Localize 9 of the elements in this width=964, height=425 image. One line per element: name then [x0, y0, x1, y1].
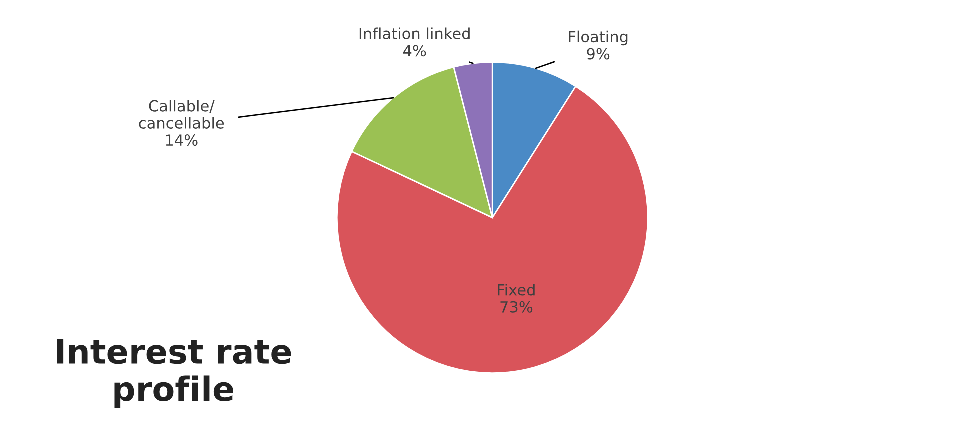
slice-label: Callable/ cancellable	[139, 100, 224, 129]
text: Interest rate profile	[57, 339, 292, 408]
slice-label: Floating	[569, 30, 628, 46]
data-label: 9%	[587, 48, 610, 60]
slice-label: Fixed	[498, 284, 535, 296]
data-label: 4%	[403, 45, 426, 57]
data-label: 73%	[500, 301, 533, 313]
data-label: 14%	[166, 134, 198, 146]
slice-label: Inflation linked	[360, 28, 470, 40]
